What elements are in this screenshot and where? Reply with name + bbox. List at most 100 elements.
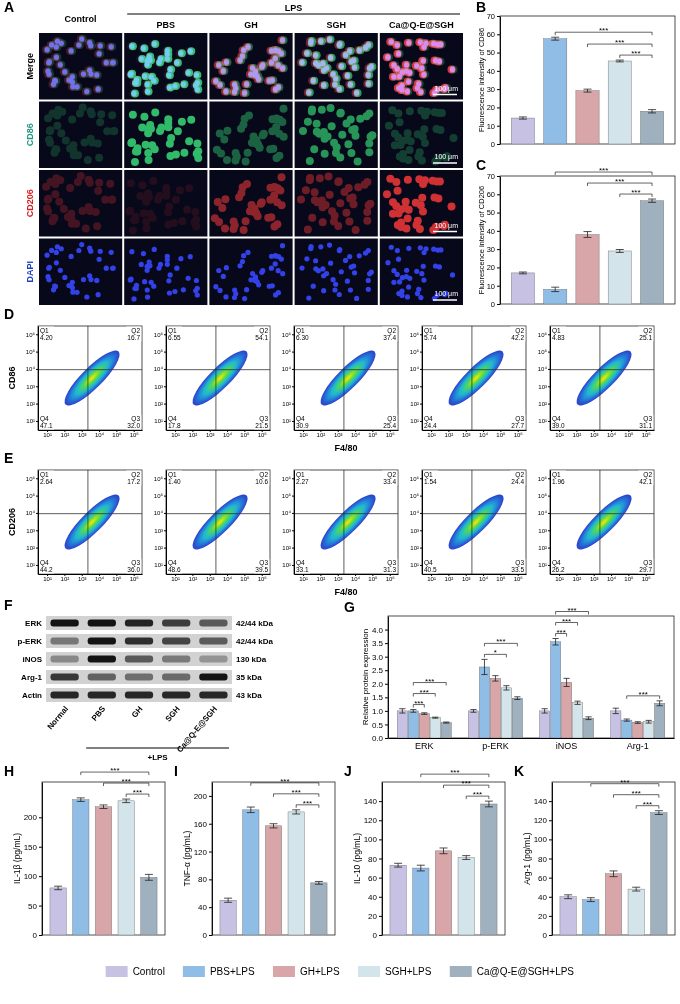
cell-dot (106, 180, 114, 188)
plot-frame (38, 326, 142, 430)
y-axis: 10¹10²10³10⁴10⁵10⁶ (26, 471, 39, 575)
x-axis-line (39, 574, 143, 575)
micrograph-cell (295, 239, 378, 306)
cell-dot (389, 73, 397, 81)
tick-mark (420, 334, 422, 335)
cell-dot (311, 51, 319, 59)
tick: 10⁶ (130, 430, 140, 438)
tick-label: 10¹ (410, 562, 419, 568)
tick-mark (497, 71, 500, 72)
micrograph-cell (209, 33, 292, 100)
tick: 10² (189, 574, 198, 582)
tick: 10⁵ (26, 493, 38, 499)
y-axis: 010203040506070 (487, 172, 501, 309)
cell-dot (170, 219, 178, 227)
cell-dot (319, 81, 327, 89)
x-axis: 10¹10²10³10⁴10⁵10⁶ (423, 430, 527, 438)
cell-dot (273, 253, 278, 258)
cell-dot (186, 276, 191, 281)
label-patch (39, 415, 54, 430)
tick-mark (292, 548, 294, 549)
cell-dot (170, 82, 178, 90)
label-patch (39, 559, 54, 574)
tick: 10⁴ (26, 510, 38, 516)
cell-dot (404, 156, 412, 164)
cell-dot (396, 118, 404, 126)
label-patch (382, 415, 397, 430)
tick: 10³ (78, 430, 87, 438)
cell-dot (383, 53, 391, 61)
error-bar (542, 709, 548, 713)
tick-label: iNOS (556, 741, 578, 751)
tick: 10⁴ (26, 366, 38, 372)
cell-dot (330, 277, 335, 282)
cell-dot (352, 132, 360, 140)
gate-line (422, 369, 526, 370)
row-label: Merge (25, 53, 35, 80)
channel-g (385, 106, 458, 165)
error-bar (514, 697, 520, 700)
cell-dot (365, 139, 373, 147)
tick-mark (420, 565, 422, 566)
cell-dot (407, 276, 412, 281)
tick-mark (497, 213, 500, 214)
tick-label: 10² (282, 545, 291, 551)
cell-dot (297, 195, 305, 203)
tick-mark (497, 286, 500, 287)
tick: 10⁶ (258, 430, 268, 438)
tick-label: 10⁶ (386, 576, 396, 582)
cell-dot (166, 278, 171, 283)
cell-dot (402, 87, 410, 95)
cell-dot (74, 151, 82, 159)
error-bar (648, 110, 656, 113)
cell-dot (242, 296, 247, 301)
tick-label: 10⁵ (410, 493, 420, 499)
cell-dot (391, 268, 396, 273)
tick-label: 10¹ (427, 432, 436, 438)
bar (561, 682, 571, 738)
cell-dot (136, 55, 144, 63)
cell-dot (304, 118, 312, 126)
cell-dot (402, 198, 410, 206)
tick-mark (292, 334, 294, 335)
channel-b (44, 36, 115, 94)
label-patch (39, 471, 54, 486)
tick-label: 10³ (462, 576, 471, 582)
cell-dot (266, 145, 274, 153)
cell-dot (172, 196, 180, 204)
tick-mark (497, 231, 500, 232)
cell-dot (178, 80, 186, 88)
label-patch (295, 471, 310, 486)
tick: 10¹ (427, 574, 436, 582)
cell-dot (273, 198, 281, 206)
tick-label: 10² (445, 576, 454, 582)
tick-mark (164, 369, 166, 370)
tick-mark (548, 334, 550, 335)
tick: 10² (445, 430, 454, 438)
micrograph-ground (295, 33, 378, 100)
cell-dot (406, 284, 411, 289)
gate-line (87, 326, 88, 430)
event-density (570, 488, 638, 556)
scale-bar (433, 299, 457, 301)
x-axis-line (167, 430, 271, 431)
tick-label: 10² (189, 432, 198, 438)
tick-mark (164, 530, 166, 531)
cell-dot (69, 254, 74, 259)
tick-mark (36, 548, 38, 549)
tick: 10¹ (410, 562, 422, 568)
error-bar (481, 659, 487, 674)
tick-mark (497, 89, 500, 90)
cell-dot (140, 113, 148, 121)
cell-dot (192, 79, 200, 87)
cell-dot (129, 226, 137, 234)
cell-dot (192, 216, 200, 224)
x-axis-line (295, 430, 399, 431)
tick-mark (548, 565, 550, 566)
cell-dot (156, 266, 161, 271)
cell-dot (126, 70, 134, 78)
quadrant-percent: 6.55 (168, 334, 181, 341)
cell-dot (211, 214, 219, 222)
flow-plot: 10¹10²10³10⁴10⁵10⁶10¹10²10³10⁴10⁵10⁶Q12.… (26, 470, 143, 582)
tick-label: 10⁶ (154, 476, 164, 482)
